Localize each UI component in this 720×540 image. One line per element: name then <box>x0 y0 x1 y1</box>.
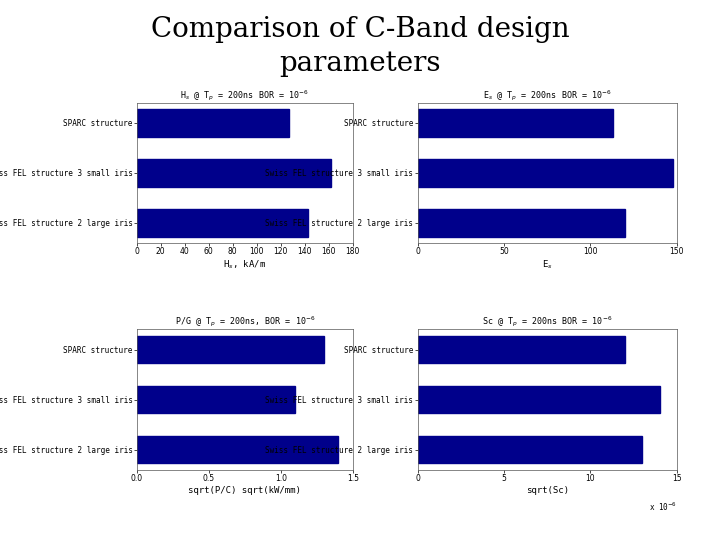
Title: Sc @ T$_p$ = 200ns BOR = 10$^{-6}$: Sc @ T$_p$ = 200ns BOR = 10$^{-6}$ <box>482 315 613 329</box>
Bar <box>418 109 613 137</box>
Bar <box>137 209 308 237</box>
Title: P/G @ T$_p$ = 200ns, BOR = 10$^{-6}$: P/G @ T$_p$ = 200ns, BOR = 10$^{-6}$ <box>174 315 315 329</box>
Bar <box>137 436 338 463</box>
Bar <box>418 436 642 463</box>
Bar <box>418 336 625 363</box>
X-axis label: sqrt(Sc): sqrt(Sc) <box>526 486 569 495</box>
X-axis label: E$_s$: E$_s$ <box>542 259 552 272</box>
Bar <box>137 159 331 186</box>
X-axis label: sqrt(P/C) sqrt(kW/mm): sqrt(P/C) sqrt(kW/mm) <box>189 486 301 495</box>
Bar <box>418 386 660 413</box>
Text: Comparison of C-Band design
parameters: Comparison of C-Band design parameters <box>150 16 570 77</box>
Title: E$_s$ @ T$_p$ = 200ns BOR = 10$^{-6}$: E$_s$ @ T$_p$ = 200ns BOR = 10$^{-6}$ <box>483 88 611 103</box>
Bar <box>137 386 295 413</box>
Bar <box>418 209 625 237</box>
X-axis label: H$_s$, kA/m: H$_s$, kA/m <box>223 259 266 272</box>
Bar <box>137 109 289 137</box>
Text: x 10$^{-6}$: x 10$^{-6}$ <box>649 501 677 513</box>
Title: H$_s$ @ T$_p$ = 200ns BOR = 10$^{-6}$: H$_s$ @ T$_p$ = 200ns BOR = 10$^{-6}$ <box>181 88 309 103</box>
Bar <box>137 336 324 363</box>
Bar <box>418 159 673 186</box>
